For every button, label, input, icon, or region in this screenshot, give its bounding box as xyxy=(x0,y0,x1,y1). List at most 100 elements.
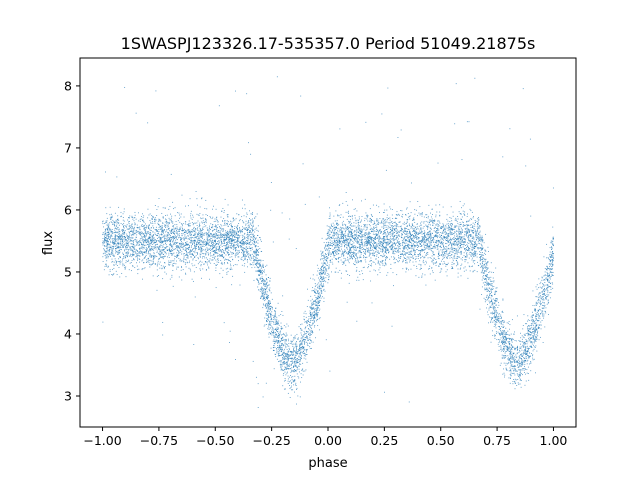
data-point xyxy=(331,232,333,234)
data-point xyxy=(255,249,257,251)
data-point xyxy=(382,239,384,241)
data-point xyxy=(330,223,332,225)
data-point xyxy=(549,247,551,249)
data-point xyxy=(535,328,537,330)
data-point xyxy=(241,234,243,236)
data-point xyxy=(123,256,125,258)
data-point xyxy=(474,221,476,223)
data-point xyxy=(479,256,481,258)
data-point xyxy=(512,358,514,360)
data-point xyxy=(525,380,527,382)
data-point xyxy=(468,121,470,123)
data-point xyxy=(323,301,325,303)
data-point xyxy=(425,245,427,246)
data-point xyxy=(471,243,473,244)
data-point xyxy=(383,232,385,234)
data-point xyxy=(376,204,378,206)
data-point xyxy=(494,291,496,293)
data-point xyxy=(462,221,464,223)
data-point xyxy=(237,224,239,226)
data-point xyxy=(354,264,355,265)
data-point xyxy=(282,295,284,297)
data-point xyxy=(500,342,502,343)
data-point xyxy=(300,347,302,349)
data-point xyxy=(548,263,550,265)
data-point xyxy=(320,274,322,276)
data-point xyxy=(537,324,539,326)
data-point xyxy=(254,253,256,255)
data-point xyxy=(458,241,460,243)
data-point xyxy=(481,264,483,266)
data-point xyxy=(483,257,484,259)
data-point xyxy=(383,211,385,213)
data-point xyxy=(142,213,143,215)
data-point xyxy=(482,265,484,267)
data-point xyxy=(453,233,455,235)
data-point xyxy=(117,253,119,255)
data-point xyxy=(527,319,529,321)
data-point xyxy=(274,336,276,338)
data-point xyxy=(464,239,466,241)
data-point xyxy=(195,234,197,236)
data-point xyxy=(306,322,308,324)
data-point xyxy=(396,251,398,253)
data-point xyxy=(408,401,410,403)
data-point xyxy=(368,235,370,237)
data-point xyxy=(315,314,317,316)
data-point xyxy=(175,239,177,241)
data-point xyxy=(398,243,400,245)
data-point xyxy=(341,261,343,263)
data-point xyxy=(442,206,444,208)
data-point xyxy=(302,374,304,376)
data-point xyxy=(352,240,354,242)
data-point xyxy=(177,247,179,249)
data-point xyxy=(251,236,253,238)
data-point xyxy=(192,251,194,253)
data-point xyxy=(464,240,466,242)
data-point xyxy=(141,253,143,255)
data-point xyxy=(368,242,370,244)
data-point xyxy=(514,331,515,333)
data-point xyxy=(405,214,406,215)
data-point xyxy=(131,230,133,232)
data-point xyxy=(352,237,354,239)
data-point xyxy=(180,239,182,241)
data-point xyxy=(149,259,151,261)
data-point xyxy=(128,236,130,238)
data-point xyxy=(342,242,344,243)
data-point xyxy=(545,289,547,291)
data-point xyxy=(395,244,397,246)
data-point xyxy=(370,217,372,219)
data-point xyxy=(240,258,242,260)
data-point xyxy=(414,235,416,237)
data-point xyxy=(262,303,264,305)
data-point xyxy=(478,236,480,238)
data-point xyxy=(525,333,527,334)
data-point xyxy=(271,318,273,320)
data-point xyxy=(241,264,243,266)
data-point xyxy=(509,353,511,355)
data-point xyxy=(455,265,457,267)
data-point xyxy=(314,309,316,311)
data-point xyxy=(198,246,200,248)
data-point xyxy=(325,273,327,275)
data-point xyxy=(113,242,115,244)
data-point xyxy=(210,245,212,247)
data-point xyxy=(126,261,128,262)
data-point xyxy=(213,254,215,256)
data-point xyxy=(122,231,124,233)
data-point xyxy=(290,375,291,376)
data-point xyxy=(360,233,362,235)
data-point xyxy=(215,225,217,226)
data-point xyxy=(197,243,199,245)
data-point xyxy=(525,346,527,348)
data-point xyxy=(335,227,337,228)
data-point xyxy=(165,241,167,243)
data-point xyxy=(441,268,443,270)
data-point xyxy=(540,281,542,283)
data-point xyxy=(391,214,393,216)
data-point xyxy=(413,249,415,251)
data-point xyxy=(338,229,340,231)
data-point xyxy=(271,307,273,308)
data-point xyxy=(276,328,278,330)
